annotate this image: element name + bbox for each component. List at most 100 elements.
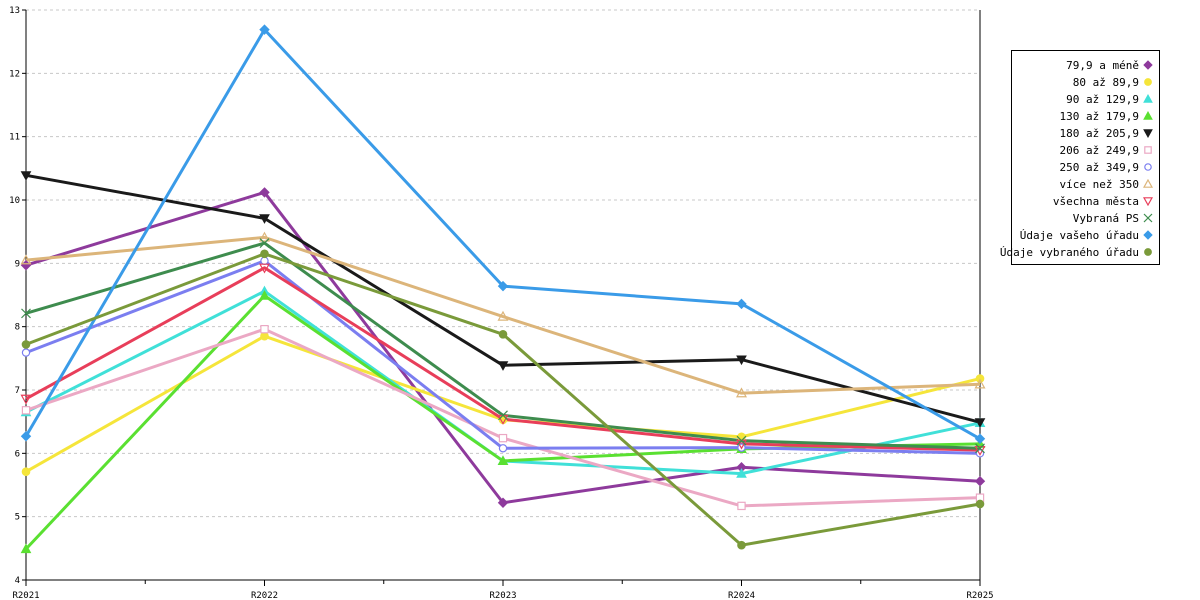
legend-label: 79,9 a méně	[1066, 58, 1139, 72]
legend-item: Údaje vybraného úřadu	[1000, 244, 1153, 260]
legend-marker-icon	[1144, 146, 1152, 154]
x-tick-label: R2021	[12, 591, 39, 600]
legend-label: Vybraná PS	[1072, 211, 1139, 225]
data-point	[498, 329, 508, 339]
x-tick-label: R2024	[728, 591, 755, 600]
data-point	[737, 432, 746, 442]
legend-marker	[1143, 230, 1153, 240]
y-tick-label: 12	[9, 69, 20, 79]
legend-item: 206 až 249,9	[1060, 142, 1153, 158]
y-tick-label: 10	[9, 196, 20, 206]
series-line-7	[25, 235, 981, 395]
legend-item: Údaje vašeho úřadu	[1020, 227, 1153, 243]
legend-marker-icon	[1144, 248, 1152, 256]
data-point	[736, 468, 747, 478]
legend-marker-icon	[1143, 111, 1153, 120]
legend-item: 250 až 349,9	[1060, 159, 1153, 175]
legend-item: více než 350	[1060, 176, 1153, 192]
data-point	[20, 394, 32, 405]
data-point	[259, 238, 270, 248]
data-point	[259, 290, 270, 300]
data-point	[497, 361, 509, 371]
data-point	[497, 280, 509, 292]
y-tick-label: 4	[15, 576, 20, 586]
legend-marker-icon	[1143, 230, 1153, 240]
legend-marker	[1144, 163, 1152, 171]
series-markers	[20, 24, 986, 554]
data-point	[21, 406, 31, 415]
y-tick-label: 13	[9, 6, 20, 16]
x-tick-label: R2022	[251, 591, 278, 600]
data-point	[736, 435, 747, 446]
legend-item: 90 až 129,9	[1066, 91, 1153, 107]
legend-item: Vybraná PS	[1073, 210, 1153, 226]
data-point	[21, 467, 31, 477]
data-point	[497, 455, 509, 466]
tick-labels: 4 5 6 7 8 9 10 11 12 13 R2021 R2022 R2023 R2024 R2025	[9, 6, 993, 600]
series-line-10	[24, 28, 981, 441]
data-point	[20, 171, 32, 181]
grid-lines	[26, 9, 980, 581]
legend-marker	[1143, 179, 1153, 188]
legend-label: 90 až 129,9	[1066, 92, 1139, 106]
y-tick-label: 11	[9, 133, 20, 143]
data-point	[258, 231, 271, 242]
legend-label: 80 až 89,9	[1072, 75, 1139, 89]
legend-marker-icon	[1143, 197, 1153, 206]
data-point	[259, 214, 270, 224]
data-point	[736, 355, 747, 366]
data-point	[260, 256, 269, 265]
data-point	[498, 410, 508, 421]
legend-marker	[1144, 248, 1152, 256]
legend-label: 250 až 349,9	[1059, 160, 1139, 174]
legend-marker	[1143, 129, 1153, 138]
data-point	[21, 348, 31, 357]
data-point	[20, 254, 32, 265]
data-point	[259, 187, 270, 198]
legend-label: Údaje vašeho úřadu	[1019, 228, 1139, 242]
legend-marker-icon	[1143, 60, 1153, 70]
legend-marker	[1143, 197, 1153, 206]
data-point	[974, 433, 986, 444]
data-point	[498, 433, 508, 443]
data-point	[498, 444, 508, 453]
data-point	[497, 310, 509, 321]
data-point	[735, 387, 748, 398]
data-point	[736, 298, 747, 310]
legend-marker	[1144, 146, 1152, 154]
legend-marker-icon	[1143, 129, 1153, 138]
y-tick-label: 6	[15, 449, 20, 459]
legend-label: 130 až 179,9	[1059, 109, 1139, 123]
legend-marker-icon	[1143, 213, 1153, 223]
x-tick-label: R2025	[966, 591, 993, 600]
data-point	[974, 378, 986, 389]
data-point	[737, 501, 746, 511]
legend-marker	[1143, 213, 1153, 223]
data-point	[20, 543, 32, 554]
data-point	[260, 249, 269, 259]
y-tick-label: 7	[15, 386, 20, 396]
legend-item: 130 až 179,9	[1060, 108, 1153, 124]
legend-marker	[1144, 78, 1152, 86]
data-point	[974, 475, 986, 487]
legend-marker	[1143, 111, 1153, 120]
legend-label: 206 až 249,9	[1059, 143, 1139, 157]
data-point	[20, 431, 32, 442]
data-point	[258, 263, 271, 274]
legend-label: všechna města	[1052, 194, 1139, 208]
legend-marker-icon	[1143, 179, 1153, 188]
legend-marker-icon	[1144, 78, 1152, 86]
data-point	[260, 331, 269, 341]
legend: 79,9 a méně 80 až 89,9 90 až 129,9 130 až 1…	[1000, 50, 1160, 265]
legend-marker	[1143, 60, 1153, 70]
x-tick-label: R2023	[489, 591, 516, 600]
legend-label: Údaje vybraného úřadu	[999, 245, 1139, 259]
legend-item: 79,9 a méně	[1066, 57, 1153, 73]
legend-label: více než 350	[1059, 177, 1139, 191]
legend-marker-icon	[1144, 163, 1152, 171]
data-point	[497, 497, 509, 508]
legend-marker	[1143, 94, 1153, 103]
y-tick-label: 9	[15, 259, 20, 269]
